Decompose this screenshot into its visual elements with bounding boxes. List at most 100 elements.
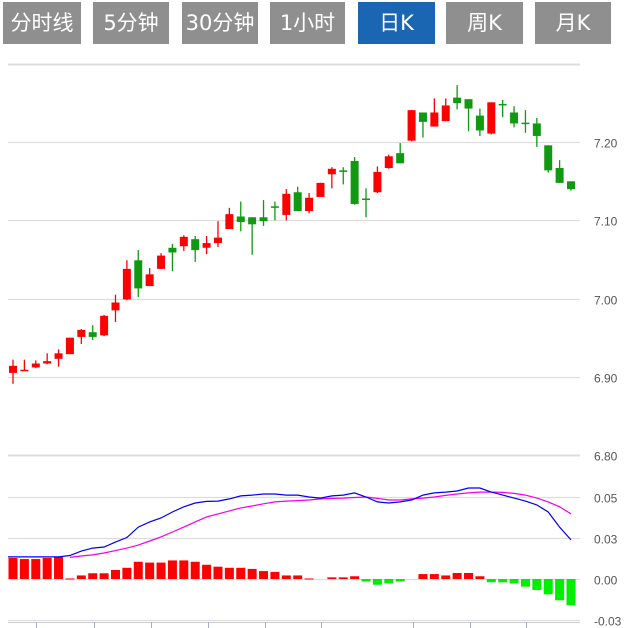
candle-body bbox=[9, 365, 17, 373]
candle-38 bbox=[430, 98, 439, 127]
macd-histogram-bar bbox=[372, 579, 382, 585]
macd-histogram-bar bbox=[555, 579, 565, 601]
macd-histogram-bar bbox=[65, 578, 75, 580]
macd-histogram-bar bbox=[498, 579, 508, 583]
candle-body bbox=[327, 168, 336, 175]
macd-histogram-bar bbox=[566, 579, 576, 606]
macd-histogram-bar bbox=[247, 568, 257, 579]
candle-19 bbox=[213, 221, 222, 247]
candle-41 bbox=[464, 99, 473, 132]
candle-17 bbox=[191, 236, 200, 262]
macd-histogram-bar bbox=[452, 572, 462, 579]
tab-30min[interactable]: 30分钟 bbox=[182, 2, 258, 44]
candle-body bbox=[567, 181, 575, 190]
candle-7 bbox=[77, 329, 86, 344]
tab-5min[interactable]: 5分钟 bbox=[93, 2, 169, 44]
macd-histogram-bar bbox=[236, 567, 246, 579]
candle-5 bbox=[54, 349, 63, 367]
macd-histogram-bar bbox=[350, 576, 360, 579]
candle-18 bbox=[202, 236, 211, 255]
candle-12 bbox=[134, 250, 143, 298]
macd-histogram-bar bbox=[19, 559, 29, 579]
candle-4 bbox=[43, 353, 52, 365]
dea-line bbox=[69, 491, 572, 558]
candle-body bbox=[521, 122, 530, 125]
candle-20 bbox=[225, 207, 234, 230]
candle-3 bbox=[31, 360, 40, 369]
candle-body bbox=[100, 315, 109, 336]
macd-histogram-bar bbox=[179, 560, 189, 579]
macd-histogram-bar bbox=[99, 573, 109, 579]
candle-body bbox=[111, 302, 120, 311]
candle-body bbox=[168, 247, 177, 253]
candle-9 bbox=[100, 315, 109, 337]
macd-histogram-bar bbox=[110, 569, 120, 579]
candle-26 bbox=[293, 186, 302, 212]
candle-body bbox=[475, 115, 484, 131]
macd-histogram-bar bbox=[338, 577, 348, 579]
tab-timeshare[interactable]: 分时线 bbox=[3, 2, 81, 44]
candle-body bbox=[270, 206, 279, 208]
candle-body bbox=[213, 237, 222, 244]
candle-body bbox=[202, 243, 211, 248]
macd-histogram-bar bbox=[213, 566, 223, 579]
candle-49 bbox=[555, 160, 564, 183]
candle-45 bbox=[510, 106, 519, 128]
candle-32 bbox=[362, 188, 371, 218]
candle-body bbox=[487, 102, 496, 134]
macd-histogram-bar bbox=[54, 556, 64, 579]
candle-13 bbox=[145, 268, 154, 287]
price-axis-label: 6.80 bbox=[594, 450, 618, 464]
macd-histogram-bar bbox=[270, 571, 280, 579]
candle-body bbox=[88, 332, 97, 337]
macd-histogram-bar bbox=[167, 560, 177, 579]
candle-6 bbox=[65, 337, 74, 355]
macd-histogram-bar bbox=[122, 567, 132, 579]
tab-monthly-k[interactable]: 月K bbox=[535, 2, 611, 44]
macd-histogram-bar bbox=[293, 575, 303, 579]
macd-histogram-bar bbox=[441, 575, 451, 579]
macd-histogram-bar bbox=[145, 562, 155, 579]
price-axis-label: 7.20 bbox=[594, 137, 618, 151]
candle-body bbox=[373, 171, 382, 193]
macd-histogram-bar bbox=[509, 579, 519, 584]
candle-30 bbox=[339, 167, 348, 185]
macd-histogram-bar bbox=[464, 572, 474, 579]
candle-body bbox=[544, 145, 553, 171]
candle-body bbox=[282, 193, 291, 215]
candle-body bbox=[339, 170, 348, 172]
candle-body bbox=[305, 197, 314, 212]
candle-body bbox=[453, 97, 462, 104]
candle-22 bbox=[248, 217, 257, 255]
macd-axis-label: 0.03 bbox=[594, 533, 618, 547]
candle-27 bbox=[305, 193, 314, 214]
tab-1hour[interactable]: 1小时 bbox=[270, 2, 345, 44]
candle-31 bbox=[350, 157, 359, 205]
candle-15 bbox=[168, 243, 177, 272]
candle-11 bbox=[122, 260, 131, 301]
macd-histogram-bar bbox=[88, 573, 98, 579]
tab-daily-k[interactable]: 日K bbox=[358, 2, 435, 44]
candle-50 bbox=[567, 181, 575, 191]
candle-39 bbox=[441, 98, 450, 122]
candle-body bbox=[498, 103, 507, 106]
macd-histogram-bar bbox=[42, 557, 52, 579]
dif-line bbox=[8, 487, 572, 558]
macd-histogram-bar bbox=[156, 562, 166, 579]
macd-histogram-bar bbox=[133, 561, 143, 579]
candle-16 bbox=[179, 235, 188, 251]
candle-14 bbox=[157, 253, 166, 269]
candle-body bbox=[430, 112, 439, 127]
price-axis-label: 6.90 bbox=[594, 372, 618, 386]
candle-46 bbox=[521, 110, 530, 133]
candle-body bbox=[236, 216, 245, 222]
candle-body bbox=[555, 168, 564, 183]
candle-37 bbox=[418, 112, 427, 138]
candle-body bbox=[532, 123, 541, 136]
candle-40 bbox=[453, 85, 462, 110]
candle-body bbox=[350, 160, 359, 204]
candle-29 bbox=[327, 167, 336, 189]
tab-weekly-k[interactable]: 周K bbox=[446, 2, 523, 44]
candle-25 bbox=[282, 189, 291, 221]
